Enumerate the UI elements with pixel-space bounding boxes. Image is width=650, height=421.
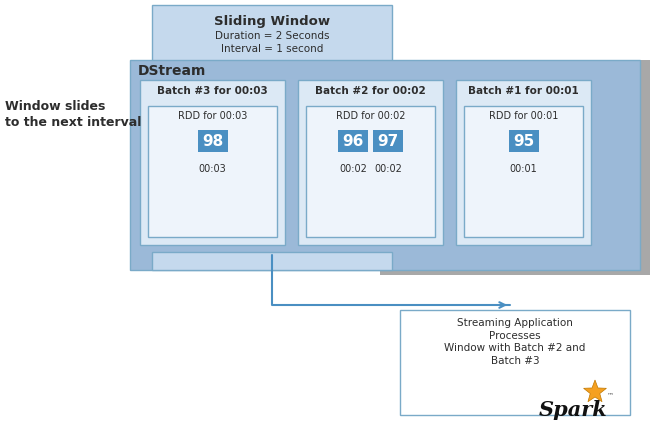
- Text: to the next interval: to the next interval: [5, 116, 142, 129]
- Text: 00:01: 00:01: [510, 164, 538, 174]
- Bar: [140, 80, 285, 245]
- Text: Batch #2 for 00:02: Batch #2 for 00:02: [315, 86, 426, 96]
- Bar: [198, 130, 228, 152]
- Bar: [508, 130, 538, 152]
- Bar: [464, 106, 583, 237]
- Text: 97: 97: [378, 133, 398, 149]
- Text: Interval = 1 second: Interval = 1 second: [221, 44, 323, 54]
- Bar: [148, 106, 277, 237]
- Text: ™: ™: [607, 392, 614, 398]
- Bar: [456, 80, 591, 245]
- Text: 00:02: 00:02: [374, 164, 402, 174]
- Bar: [400, 310, 630, 415]
- Bar: [373, 130, 403, 152]
- Bar: [338, 130, 368, 152]
- Bar: [380, 60, 650, 275]
- Text: 98: 98: [202, 133, 223, 149]
- Text: Sliding Window: Sliding Window: [214, 15, 330, 28]
- Bar: [152, 252, 392, 270]
- Text: 95: 95: [513, 133, 534, 149]
- Text: Spark: Spark: [539, 400, 607, 420]
- Bar: [306, 106, 435, 237]
- Text: Batch #3 for 00:03: Batch #3 for 00:03: [157, 86, 268, 96]
- Text: Window with Batch #2 and: Window with Batch #2 and: [445, 343, 586, 353]
- Text: 00:03: 00:03: [199, 164, 226, 174]
- Text: RDD for 00:01: RDD for 00:01: [489, 111, 558, 121]
- Text: Batch #3: Batch #3: [491, 356, 540, 366]
- Text: Streaming Application: Streaming Application: [457, 318, 573, 328]
- Text: Duration = 2 Seconds: Duration = 2 Seconds: [214, 31, 330, 41]
- Text: 00:02: 00:02: [339, 164, 367, 174]
- Bar: [130, 60, 640, 270]
- Text: RDD for 00:03: RDD for 00:03: [178, 111, 247, 121]
- Bar: [152, 5, 392, 255]
- Text: DStream: DStream: [138, 64, 207, 78]
- Text: RDD for 00:02: RDD for 00:02: [336, 111, 405, 121]
- Text: 96: 96: [343, 133, 364, 149]
- Text: Batch #1 for 00:01: Batch #1 for 00:01: [468, 86, 579, 96]
- Bar: [298, 80, 443, 245]
- Text: Processes: Processes: [489, 331, 541, 341]
- Text: Window slides: Window slides: [5, 100, 105, 113]
- Polygon shape: [584, 380, 606, 402]
